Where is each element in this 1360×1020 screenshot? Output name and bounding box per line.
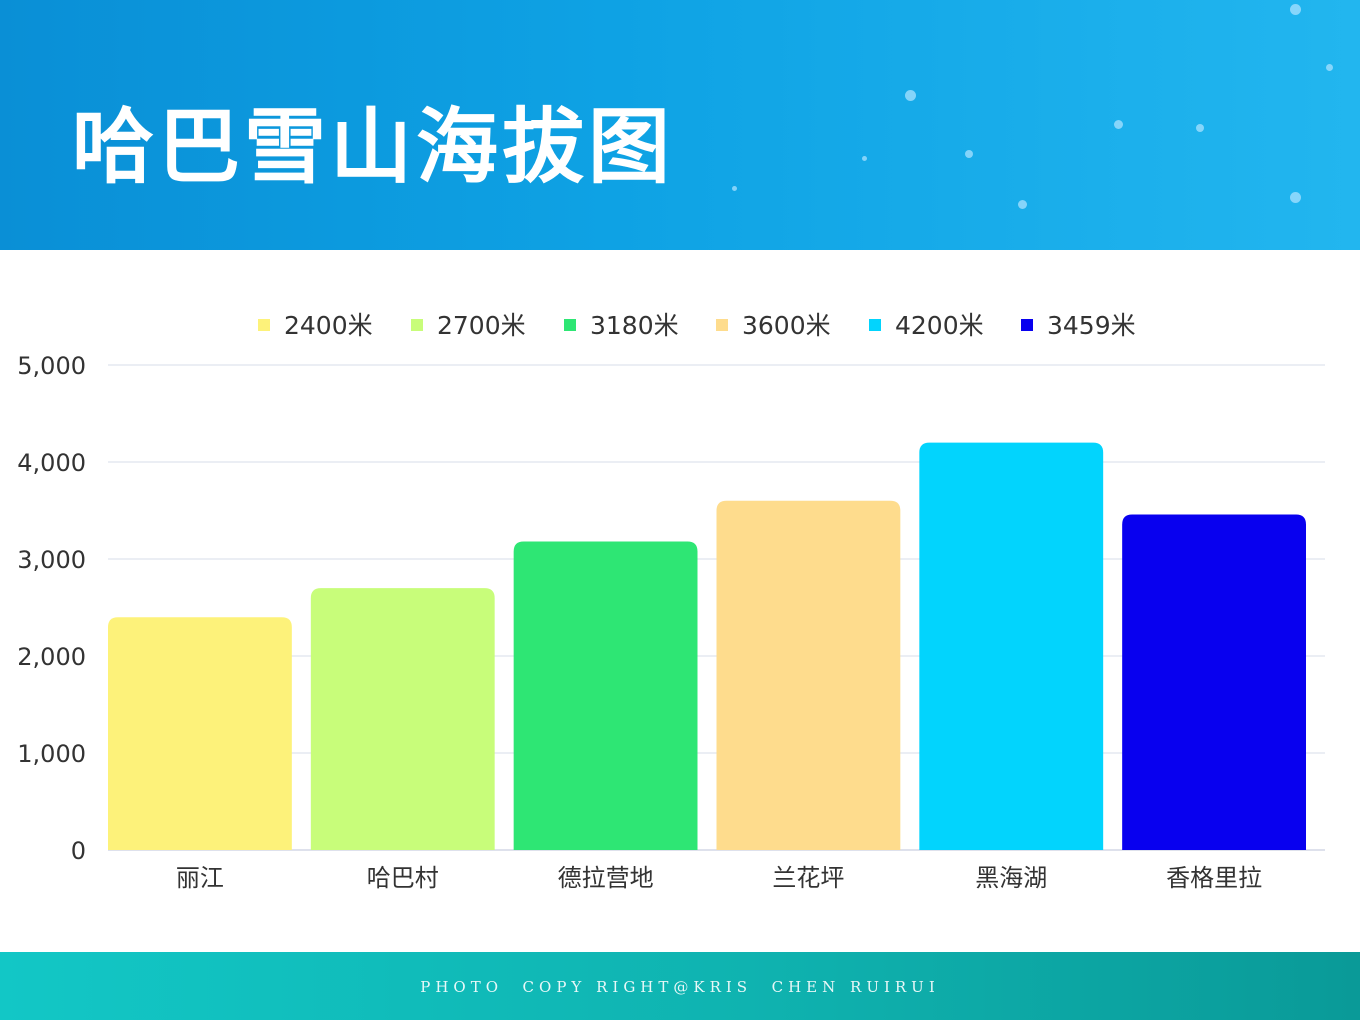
decor-dot	[1114, 120, 1123, 129]
x-tick-label: 丽江	[176, 864, 224, 892]
legend-swatch	[411, 319, 423, 331]
bar-1	[108, 617, 292, 850]
bar-2	[310, 588, 495, 850]
decor-dot	[862, 156, 867, 161]
decor-dot	[1290, 192, 1301, 203]
decor-dot	[1196, 124, 1204, 132]
chart-canvas: 0 1,000 2,000 3,000 4,000 5,000 丽江 哈巴村 德拉营地 兰花坪 黑…	[17, 311, 1325, 892]
bar-4	[716, 500, 901, 850]
legend-item: 3459米	[1021, 311, 1136, 340]
legend-label: 3459米	[1047, 311, 1136, 340]
y-tick-label: 5,000	[17, 352, 86, 380]
y-tick-label: 4,000	[17, 449, 86, 477]
x-tick-label: 兰花坪	[772, 864, 844, 892]
y-tick-label: 1,000	[17, 740, 86, 768]
footer-banner: PHOTO COPY RIGHT@KRIS CHEN RUIRUI	[0, 952, 1360, 1020]
legend-swatch	[716, 319, 728, 331]
x-tick-label: 香格里拉	[1166, 864, 1262, 892]
legend-item: 3600米	[716, 311, 831, 340]
decor-dot	[1290, 4, 1301, 15]
copyright-text: PHOTO COPY RIGHT@KRIS CHEN RUIRUI	[420, 978, 940, 996]
legend-item: 2400米	[258, 311, 373, 340]
legend-swatch	[564, 319, 576, 331]
y-tick-label: 2,000	[17, 643, 86, 671]
bars	[108, 442, 1306, 850]
decor-dot	[1326, 64, 1333, 71]
altitude-bar-chart: 0 1,000 2,000 3,000 4,000 5,000 丽江 哈巴村 德拉营地 兰花坪 黑…	[0, 250, 1360, 952]
bar-6	[1122, 514, 1306, 850]
decor-dot	[905, 90, 916, 101]
legend-item: 4200米	[869, 311, 984, 340]
y-axis-ticks: 0 1,000 2,000 3,000 4,000 5,000	[17, 352, 86, 865]
legend-label: 2700米	[437, 311, 526, 340]
x-tick-label: 哈巴村	[367, 864, 439, 892]
legend-item: 3180米	[564, 311, 679, 340]
x-tick-label: 黑海湖	[975, 864, 1047, 892]
bar-3	[513, 541, 698, 850]
header-banner: 哈巴雪山海拔图	[0, 0, 1360, 250]
decor-dot	[965, 150, 973, 158]
page-title: 哈巴雪山海拔图	[72, 100, 675, 195]
legend-label: 4200米	[895, 311, 984, 340]
legend: 2400米 2700米 3180米 3600米 4200米 3459米	[258, 311, 1136, 340]
legend-swatch	[869, 319, 881, 331]
x-tick-label: 德拉营地	[558, 864, 654, 892]
legend-swatch	[1021, 319, 1033, 331]
legend-label: 3180米	[590, 311, 679, 340]
legend-swatch	[258, 319, 270, 331]
decor-dot	[732, 186, 737, 191]
legend-label: 2400米	[284, 311, 373, 340]
x-axis-ticks: 丽江 哈巴村 德拉营地 兰花坪 黑海湖 香格里拉	[176, 864, 1262, 892]
legend-item: 2700米	[411, 311, 526, 340]
y-tick-label: 3,000	[17, 546, 86, 574]
legend-label: 3600米	[742, 311, 831, 340]
decor-dot	[1018, 200, 1027, 209]
y-tick-label: 0	[71, 837, 86, 865]
bar-5	[919, 442, 1104, 850]
